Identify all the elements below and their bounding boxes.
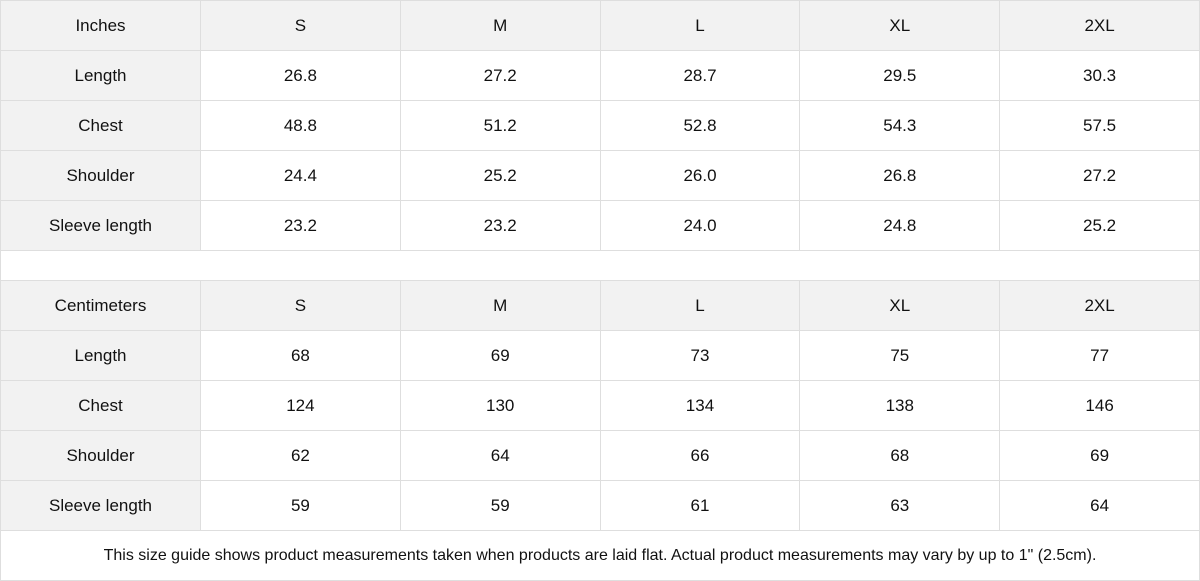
measurement-cell: 29.5 <box>799 50 1001 101</box>
measurement-cell: 26.0 <box>599 150 801 201</box>
row-label: Shoulder <box>0 150 201 201</box>
measurement-cell: 66 <box>599 430 801 481</box>
table-row: Chest 48.8 51.2 52.8 54.3 57.5 <box>0 100 1200 151</box>
row-label: Length <box>0 50 201 101</box>
row-label: Shoulder <box>0 430 201 481</box>
measurement-cell: 26.8 <box>799 150 1001 201</box>
note-row: This size guide shows product measuremen… <box>0 530 1200 581</box>
measurement-cell: 73 <box>599 330 801 381</box>
measurement-cell: 27.2 <box>999 150 1200 201</box>
measurement-cell: 64 <box>999 480 1200 531</box>
row-label: Sleeve length <box>0 200 201 251</box>
measurement-cell: 57.5 <box>999 100 1200 151</box>
unit-header: Centimeters <box>0 280 201 331</box>
spacer-cell <box>0 250 1200 281</box>
measurement-cell: 23.2 <box>200 200 401 251</box>
row-label: Chest <box>0 380 201 431</box>
measurement-cell: 75 <box>799 330 1001 381</box>
table-row: Sleeve length 23.2 23.2 24.0 24.8 25.2 <box>0 200 1200 251</box>
size-header: L <box>599 280 801 331</box>
size-header: M <box>399 280 601 331</box>
row-label: Sleeve length <box>0 480 201 531</box>
measurement-cell: 59 <box>200 480 401 531</box>
table-spacer <box>0 250 1200 281</box>
measurement-cell: 138 <box>799 380 1001 431</box>
table-row: Sleeve length 59 59 61 63 64 <box>0 480 1200 531</box>
measurement-cell: 134 <box>599 380 801 431</box>
size-header: XL <box>799 280 1001 331</box>
size-header: S <box>200 280 401 331</box>
measurement-cell: 51.2 <box>399 100 601 151</box>
size-header: 2XL <box>999 0 1200 51</box>
measurement-cell: 28.7 <box>599 50 801 101</box>
size-header: M <box>399 0 601 51</box>
measurement-cell: 23.2 <box>399 200 601 251</box>
measurement-cell: 26.8 <box>200 50 401 101</box>
measurement-cell: 48.8 <box>200 100 401 151</box>
row-label: Chest <box>0 100 201 151</box>
measurement-cell: 30.3 <box>999 50 1200 101</box>
row-label: Length <box>0 330 201 381</box>
measurement-cell: 77 <box>999 330 1200 381</box>
size-guide-note: This size guide shows product measuremen… <box>0 530 1200 581</box>
size-header: L <box>599 0 801 51</box>
measurement-cell: 64 <box>399 430 601 481</box>
measurement-cell: 61 <box>599 480 801 531</box>
table-row: Shoulder 62 64 66 68 69 <box>0 430 1200 481</box>
measurement-cell: 62 <box>200 430 401 481</box>
size-header: 2XL <box>999 280 1200 331</box>
measurement-cell: 25.2 <box>399 150 601 201</box>
measurement-cell: 24.0 <box>599 200 801 251</box>
measurement-cell: 52.8 <box>599 100 801 151</box>
measurement-cell: 27.2 <box>399 50 601 101</box>
measurement-cell: 24.4 <box>200 150 401 201</box>
measurement-cell: 130 <box>399 380 601 431</box>
measurement-cell: 68 <box>200 330 401 381</box>
table-row: Shoulder 24.4 25.2 26.0 26.8 27.2 <box>0 150 1200 201</box>
measurement-cell: 124 <box>200 380 401 431</box>
measurement-cell: 54.3 <box>799 100 1001 151</box>
measurement-cell: 68 <box>799 430 1001 481</box>
table-row: Length 68 69 73 75 77 <box>0 330 1200 381</box>
measurement-cell: 24.8 <box>799 200 1001 251</box>
measurement-cell: 69 <box>999 430 1200 481</box>
unit-header: Inches <box>0 0 201 51</box>
measurement-cell: 63 <box>799 480 1001 531</box>
header-row: Inches S M L XL 2XL <box>0 0 1200 51</box>
measurement-cell: 146 <box>999 380 1200 431</box>
table-row: Chest 124 130 134 138 146 <box>0 380 1200 431</box>
measurement-cell: 69 <box>399 330 601 381</box>
size-header: XL <box>799 0 1001 51</box>
measurement-cell: 25.2 <box>999 200 1200 251</box>
table-row: Length 26.8 27.2 28.7 29.5 30.3 <box>0 50 1200 101</box>
size-header: S <box>200 0 401 51</box>
header-row: Centimeters S M L XL 2XL <box>0 280 1200 331</box>
measurement-cell: 59 <box>399 480 601 531</box>
